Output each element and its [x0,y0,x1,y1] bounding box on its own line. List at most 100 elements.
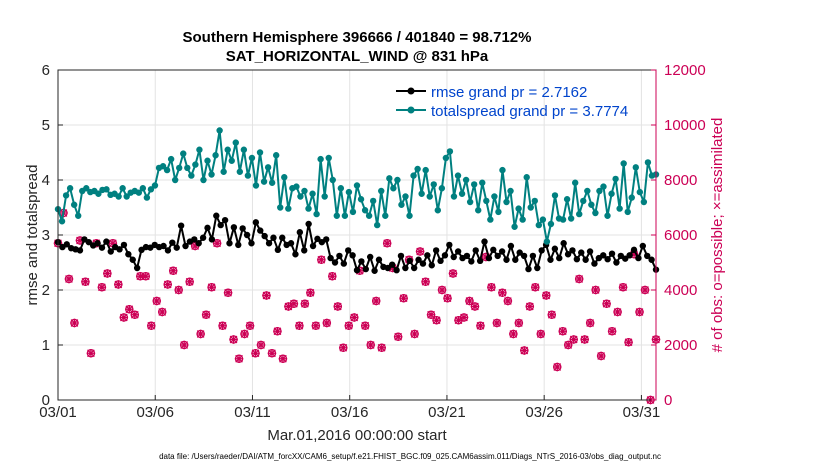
series-point [410,172,417,179]
series-point [345,247,352,254]
obs-assimilated-point [185,277,194,286]
series-point [418,190,425,197]
series-point [345,188,353,196]
series-point [143,194,151,201]
series-point [527,204,534,211]
obs-assimilated-point [602,299,611,308]
series-point [529,252,537,260]
obs-assimilated-point [262,291,271,300]
series-point [94,240,101,247]
series-point [177,222,185,229]
obs-assimilated-point [531,283,540,292]
series-point [498,248,506,255]
obs-assimilated-point [289,299,299,308]
series-point [204,157,211,164]
series-point [437,257,444,265]
series-point [224,146,231,153]
obs-assimilated-point [70,318,79,328]
series-point [317,155,324,163]
obs-assimilated-point [86,349,96,358]
series-point [394,176,401,184]
obs-assimilated-point [174,285,183,295]
series-point [272,152,280,159]
series-point [636,188,644,196]
data-file-footer: data file: /Users/raeder/DAI/ATM_forcXX/… [159,452,661,461]
obs-assimilated-point [169,266,178,275]
series-point [212,152,219,159]
series-point [268,179,276,186]
series-point [375,256,383,263]
series-point [160,242,167,250]
series-point [369,197,377,205]
obs-assimilated-point [443,294,452,303]
obs-assimilated-point [136,272,145,281]
series-point [495,208,502,216]
obs-assimilated-point [229,335,238,344]
obs-assimilated-point [585,318,595,328]
series-point [538,247,545,254]
obs-assimilated-point [207,283,216,292]
series-point [534,264,541,272]
series-point [648,256,655,263]
series-point [580,197,587,205]
obs-assimilated-point [234,354,244,363]
obs-assimilated-point [64,274,74,284]
obs-assimilated-point [251,349,260,358]
obs-assimilated-point [635,307,644,317]
series-point [632,164,639,171]
series-point [539,216,547,223]
series-point [591,260,598,267]
obs-assimilated-point [509,329,518,339]
series-point [639,242,647,250]
series-point [301,247,308,254]
obs-assimilated-point [514,318,524,328]
series-point [191,236,198,243]
series-point [120,241,128,249]
series-point [217,221,224,229]
obs-assimilated-point [498,288,507,297]
series-point [230,224,238,231]
y2-tick-label: 8000 [664,172,697,189]
obs-assimilated-point [179,340,189,350]
series-point [608,250,616,257]
obs-assimilated-point [470,302,480,311]
obs-assimilated-point [119,313,129,322]
obs-assimilated-point [361,321,370,330]
rmse-series [54,212,660,274]
legend: rmse grand pr = 2.7162 totalspread grand… [396,84,628,120]
series-point [62,192,70,199]
obs-assimilated-point [163,280,172,289]
series-point [220,168,227,175]
series-point [564,251,572,258]
series-point [640,198,648,206]
series-point [490,246,497,254]
series-point [135,189,143,196]
series-point [371,267,378,274]
obs-assimilated-point [437,285,447,295]
legend-label-rmse: rmse grand pr = 2.7162 [431,84,587,101]
series-point [85,238,92,246]
series-point [543,238,551,245]
series-point [551,245,559,252]
series-point [586,248,594,255]
obs-assimilated-point [152,296,161,306]
series-point [188,172,195,179]
y-tick-label: 3 [42,227,50,244]
series-point [616,205,623,212]
series-point [151,182,159,189]
obs-assimilated-point [487,283,496,292]
series-point [353,182,361,189]
series-point [169,239,176,246]
series-point [293,183,300,190]
series-point [103,186,110,193]
obs-assimilated-point [426,310,436,319]
obs-assimilated-point [459,313,469,322]
series-point [243,231,251,239]
obs-assimilated-point [421,277,430,286]
series-point [164,247,172,254]
obs-assimilated-point [503,296,513,306]
series-point [622,255,629,262]
series-point [462,176,470,184]
obs-assimilated-point [536,329,545,339]
obs-assimilated-point [267,349,277,358]
